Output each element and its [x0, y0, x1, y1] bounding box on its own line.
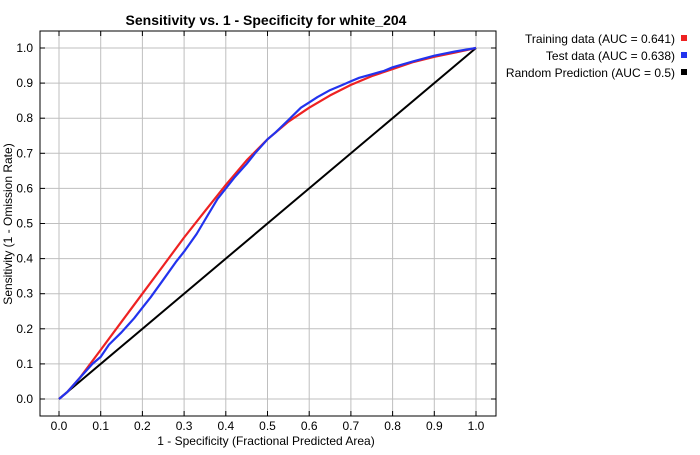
- x-tick-label: 1.0: [468, 419, 485, 433]
- y-tick-label: 0.1: [16, 357, 33, 371]
- legend-random-swatch: [681, 69, 687, 75]
- x-tick-label: 0.1: [92, 419, 109, 433]
- legend-test-label: Test data (AUC = 0.638): [546, 49, 675, 63]
- y-tick-label: 0.7: [16, 146, 33, 160]
- x-axis-label: 1 - Specificity (Fractional Predicted Ar…: [157, 434, 374, 448]
- legend-training-label: Training data (AUC = 0.641): [525, 32, 675, 46]
- y-tick-label: 0.5: [16, 217, 33, 231]
- x-tick-label: 0.4: [217, 419, 234, 433]
- y-tick-label: 0.3: [16, 287, 33, 301]
- x-tick-label: 0.7: [343, 419, 360, 433]
- chart-title: Sensitivity vs. 1 - Specificity for whit…: [126, 12, 407, 28]
- x-tick-label: 0.2: [134, 419, 151, 433]
- y-tick-label: 0.6: [16, 181, 33, 195]
- y-tick-label: 0.4: [16, 252, 33, 266]
- x-tick-label: 0.9: [426, 419, 443, 433]
- y-tick-label: 0.2: [16, 322, 33, 336]
- series-layer: [58, 46, 477, 400]
- y-axis-label: Sensitivity (1 - Omission Rate): [1, 143, 15, 304]
- legend: Training data (AUC = 0.641) Test data (AU…: [506, 32, 687, 80]
- x-tick-label: 0.8: [384, 419, 401, 433]
- x-tick-label: 0.5: [259, 419, 276, 433]
- random-prediction-line: [58, 47, 477, 400]
- test-data-line: [58, 46, 477, 400]
- x-tick-label: 0.0: [51, 419, 68, 433]
- y-tick-label: 0.0: [16, 392, 33, 406]
- y-tick-label: 0.9: [16, 76, 33, 90]
- tick-layer: 0.0 0.1 0.2 0.3 0.4 0.5 0.6 0.7 0.8 0.9 1.0 0.0 0.1 0…: [16, 31, 496, 433]
- legend-training-swatch: [681, 35, 687, 41]
- x-tick-label: 0.6: [301, 419, 318, 433]
- legend-test-swatch: [681, 52, 687, 58]
- x-tick-label: 0.3: [176, 419, 193, 433]
- grid-layer: [40, 31, 496, 416]
- y-tick-label: 0.8: [16, 111, 33, 125]
- legend-random-label: Random Prediction (AUC = 0.5): [506, 66, 675, 80]
- y-tick-label: 1.0: [16, 41, 33, 55]
